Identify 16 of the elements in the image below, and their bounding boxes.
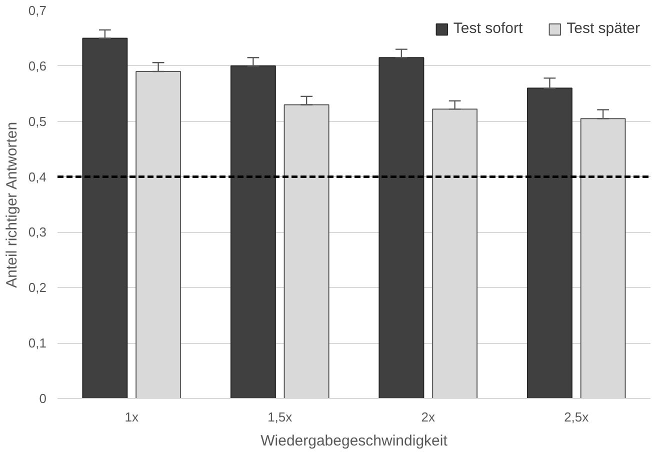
y-tick-label: 0,7	[28, 3, 47, 18]
x-tick-label: 2,5x	[564, 410, 590, 424]
y-tick-label: 0,3	[28, 224, 47, 240]
y-tick-label: 0	[39, 391, 47, 406]
x-tick-label: 1,5x	[268, 410, 293, 424]
legend-label: Test später	[566, 20, 640, 37]
x-tick-label: 1x	[124, 410, 139, 424]
y-tick-label: 0,5	[28, 114, 47, 129]
y-tick-label: 0,4	[28, 169, 47, 184]
x-tick-label: 2x	[421, 410, 436, 424]
legend-label: Test sofort	[453, 20, 523, 37]
x-axis-title: Wiedergabegeschwindigkeit	[260, 432, 448, 450]
y-axis-title: Anteil richtiger Antworten	[3, 122, 20, 288]
y-tick-label: 0,6	[28, 58, 47, 74]
y-tick-label: 0,2	[28, 280, 47, 296]
y-tick-label: 0,1	[28, 336, 47, 351]
